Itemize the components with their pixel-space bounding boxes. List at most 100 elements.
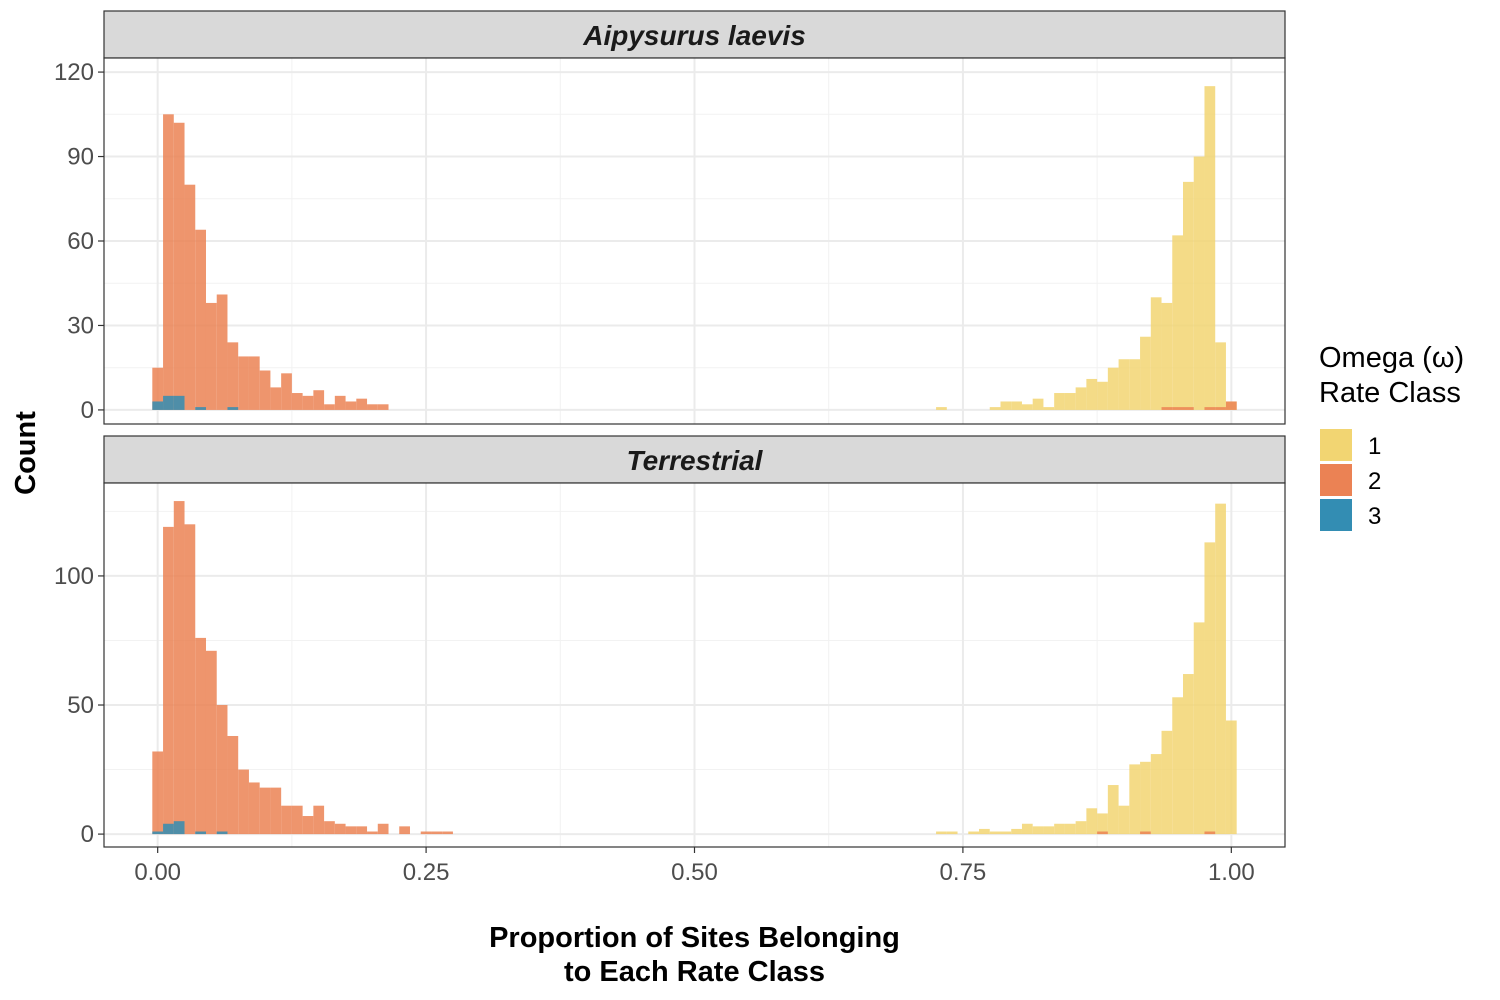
- histogram-bar-class-2: [281, 805, 292, 835]
- panel-1-grid: [104, 58, 1285, 424]
- histogram-bar-class-1: [1118, 805, 1130, 835]
- histogram-bar-class-2: [1172, 407, 1184, 410]
- y-tick-label: 0: [81, 397, 94, 424]
- histogram-bar-class-1: [1215, 503, 1226, 835]
- panel-2-bars: [152, 501, 1237, 835]
- histogram-bar-class-3: [152, 401, 164, 410]
- panel-1-bars: [152, 86, 1237, 410]
- panel-2-title: Terrestrial: [627, 445, 764, 476]
- histogram-bar-class-1: [1150, 297, 1162, 410]
- legend-swatch-2: [1320, 464, 1352, 496]
- histogram-bar-class-2: [345, 826, 357, 835]
- histogram-bar-class-2: [334, 395, 346, 410]
- histogram-bar-class-1: [989, 831, 1001, 835]
- legend: Omega (ω) Rate Class 1 2 3: [1319, 342, 1464, 531]
- histogram-bar-class-2: [377, 823, 389, 835]
- histogram-bar-class-1: [1043, 826, 1055, 835]
- histogram-bar-class-1: [1075, 821, 1087, 835]
- histogram-bar-class-2: [442, 831, 453, 835]
- histogram-bar-class-2: [184, 524, 196, 835]
- panel-2-grid: [104, 483, 1285, 847]
- histogram-bar-class-1: [1032, 826, 1044, 835]
- x-tick-label: 0.75: [940, 859, 987, 886]
- panel-1-title: Aipysurus laevis: [582, 20, 806, 51]
- histogram-bar-class-3: [163, 395, 174, 410]
- legend-label-3: 3: [1368, 503, 1381, 530]
- legend-swatch-3: [1320, 499, 1352, 531]
- y-axis-title: Count: [10, 411, 42, 495]
- histogram-bar-class-2: [1225, 401, 1237, 410]
- y-tick-label: 50: [67, 692, 94, 719]
- histogram-bar-class-2: [345, 401, 357, 410]
- histogram-bar-class-1: [1075, 387, 1087, 410]
- histogram-bar-class-2: [334, 823, 346, 835]
- histogram-bar-class-1: [1064, 393, 1076, 410]
- x-tick-label: 1.00: [1208, 859, 1255, 886]
- histogram-bar-class-2: [420, 831, 432, 835]
- histogram-bar-class-2: [163, 526, 174, 835]
- histogram-bar-class-1: [1064, 823, 1076, 835]
- histogram-bar-class-1: [936, 831, 947, 835]
- histogram-bar-class-1: [1172, 697, 1184, 835]
- histogram-bar-class-1: [1021, 823, 1033, 835]
- histogram-bar-class-1: [936, 407, 947, 410]
- histogram-bar-class-1: [1150, 754, 1162, 835]
- histogram-bar-class-1: [1032, 398, 1044, 410]
- histogram-bar-class-2: [238, 356, 249, 410]
- histogram-bar-class-2: [1097, 831, 1108, 835]
- histogram-bar-class-3: [227, 407, 239, 410]
- y-tick-label: 100: [54, 563, 94, 590]
- histogram-bar-class-2: [205, 650, 217, 835]
- histogram-bar-class-2: [173, 122, 185, 410]
- histogram-bar-class-1: [1161, 302, 1173, 410]
- histogram-bar-class-2: [248, 782, 260, 835]
- histogram-bar-class-2: [367, 404, 378, 410]
- histogram-bar-class-1: [1086, 378, 1098, 410]
- histogram-bar-class-1: [1107, 367, 1119, 410]
- legend-title-line-2: Rate Class: [1319, 377, 1461, 409]
- histogram-bar-class-3: [195, 831, 206, 835]
- histogram-bar-class-2: [248, 356, 260, 410]
- histogram-bar-class-1: [1140, 336, 1151, 410]
- histogram-bar-class-1: [1054, 823, 1065, 835]
- histogram-bar-class-2: [270, 387, 282, 410]
- histogram-bar-class-2: [184, 184, 196, 410]
- histogram-bar-class-1: [1183, 181, 1194, 410]
- histogram-bar-class-3: [195, 407, 206, 410]
- histogram-bar-class-2: [399, 826, 410, 835]
- histogram-bar-class-2: [195, 637, 206, 835]
- histogram-bar-class-2: [205, 302, 217, 410]
- panel-2-y-axis: 0 50 100: [54, 563, 104, 848]
- y-tick-label: 30: [67, 312, 94, 339]
- histogram-bar-class-2: [356, 398, 368, 410]
- histogram-bar-class-1: [1193, 622, 1205, 835]
- histogram-bar-class-1: [1118, 359, 1130, 410]
- histogram-bar-class-2: [259, 787, 271, 835]
- histogram-bar-class-2: [324, 821, 335, 835]
- y-tick-label: 120: [54, 59, 94, 86]
- histogram-bar-class-3: [152, 831, 164, 835]
- histogram-bar-class-1: [1129, 764, 1141, 835]
- x-tick-label: 0.00: [134, 859, 181, 886]
- histogram-bar-class-2: [216, 705, 228, 835]
- histogram-bar-class-1: [1086, 808, 1098, 835]
- histogram-bar-class-1: [968, 831, 980, 835]
- histogram-bar-class-2: [431, 831, 443, 835]
- x-axis: 0.00 0.25 0.50 0.75 1.00: [134, 847, 1255, 886]
- histogram-bar-class-1: [1000, 401, 1012, 410]
- histogram-bar-class-1: [1000, 831, 1012, 835]
- histogram-bar-class-1: [1183, 674, 1194, 835]
- histogram-bar-class-1: [1043, 407, 1055, 410]
- histogram-bar-class-1: [1011, 401, 1022, 410]
- histogram-bar-class-2: [1161, 407, 1173, 410]
- histogram-bar-class-1: [1140, 761, 1151, 835]
- panel-2-strip: [103, 435, 1286, 484]
- panel-1-strip: [103, 10, 1286, 59]
- histogram-bar-class-1: [946, 831, 958, 835]
- histogram-bar-class-2: [152, 367, 164, 410]
- histogram-bar-class-1: [979, 828, 990, 835]
- x-tick-label: 0.50: [671, 859, 718, 886]
- y-tick-label: 0: [81, 821, 94, 848]
- y-tick-label: 60: [67, 228, 94, 255]
